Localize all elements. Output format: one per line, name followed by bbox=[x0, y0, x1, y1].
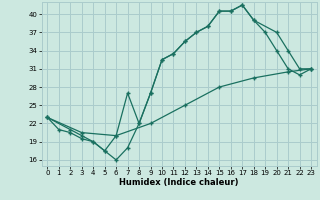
X-axis label: Humidex (Indice chaleur): Humidex (Indice chaleur) bbox=[119, 178, 239, 187]
